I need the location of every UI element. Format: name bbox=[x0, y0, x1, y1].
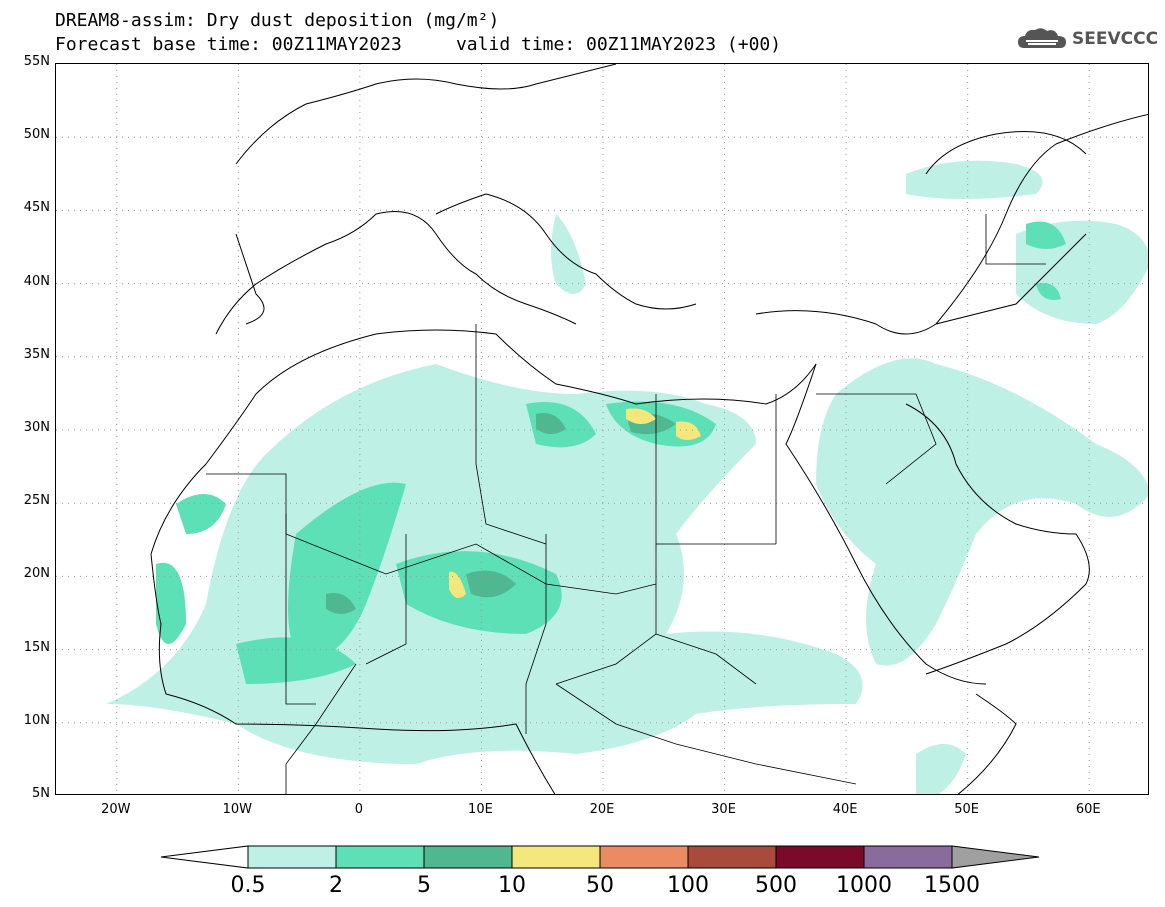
lon-tick-label: 10E bbox=[468, 802, 493, 817]
lon-tick-label: 40E bbox=[832, 802, 858, 817]
seevccc-logo: SEEVCCC bbox=[1016, 26, 1158, 52]
lon-tick-label: 60E bbox=[1075, 802, 1101, 817]
map-frame bbox=[55, 63, 1149, 795]
coastlines bbox=[150, 64, 1148, 794]
dust-area-max bbox=[676, 421, 701, 440]
dust-area-dark bbox=[466, 570, 516, 598]
dust-area-medium bbox=[156, 562, 186, 644]
legend-color-box bbox=[423, 845, 513, 869]
dust-area-dark bbox=[536, 413, 566, 434]
lat-tick-label: 5N bbox=[32, 786, 50, 801]
dust-area-max bbox=[449, 571, 466, 598]
chart-title: DREAM8-assim: Dry dust deposition (mg/m²… bbox=[55, 10, 500, 31]
lon-tick-label: 30E bbox=[711, 802, 736, 817]
lat-tick-label: 15N bbox=[23, 639, 50, 655]
lon-tick-label: 50E bbox=[954, 802, 980, 817]
lat-tick-label: 50N bbox=[23, 127, 50, 143]
lat-tick-label: 45N bbox=[23, 200, 50, 216]
dust-shading bbox=[106, 160, 1148, 794]
dust-area-medium bbox=[1026, 221, 1066, 249]
legend-value-label: 50 bbox=[586, 873, 614, 898]
forecast-time-line: Forecast base time: 00Z11MAY2023 valid t… bbox=[55, 34, 782, 55]
cloud-icon bbox=[1018, 28, 1066, 48]
legend-value-label: 100 bbox=[667, 873, 709, 898]
legend-color-box bbox=[247, 845, 337, 869]
lat-tick-label: 30N bbox=[23, 420, 50, 435]
legend-low-arrow bbox=[160, 845, 249, 869]
legend-color-box bbox=[775, 845, 865, 869]
dust-area-medium bbox=[176, 494, 226, 534]
lat-tick-label: 55N bbox=[23, 54, 50, 69]
legend-color-box bbox=[511, 845, 601, 869]
legend-color-box bbox=[687, 845, 777, 869]
legend-value-label: 0.5 bbox=[230, 873, 266, 898]
legend-color-box bbox=[599, 845, 689, 869]
dust-area-medium bbox=[288, 482, 406, 664]
legend-value-label: 500 bbox=[755, 873, 797, 898]
country-borders bbox=[206, 214, 1046, 794]
lon-tick-label: 20W bbox=[101, 802, 131, 817]
legend-high-arrow bbox=[951, 845, 1040, 869]
dust-area-light bbox=[551, 214, 586, 294]
dust-area-medium bbox=[236, 637, 356, 684]
legend-value-label: 1500 bbox=[924, 873, 980, 898]
legend-value-label: 5 bbox=[417, 873, 431, 898]
dust-area-medium bbox=[1036, 283, 1061, 300]
legend-color-box bbox=[335, 845, 425, 869]
lon-tick-label: 10W bbox=[222, 802, 253, 817]
lat-tick-label: 10N bbox=[23, 712, 50, 728]
dust-area-light bbox=[916, 744, 966, 794]
lat-tick-label: 40N bbox=[23, 273, 50, 289]
legend-value-label: 1000 bbox=[836, 873, 892, 898]
dust-map bbox=[56, 64, 1148, 794]
lat-tick-label: 35N bbox=[23, 346, 50, 362]
lon-tick-label: 0 bbox=[354, 802, 364, 817]
legend-value-label: 2 bbox=[329, 873, 343, 898]
dust-area-max bbox=[626, 408, 656, 424]
legend-color-box bbox=[863, 845, 953, 869]
gridlines bbox=[56, 64, 1148, 794]
lon-tick-label: 20E bbox=[589, 802, 615, 817]
dust-area-light bbox=[906, 160, 1043, 199]
legend-value-label: 10 bbox=[498, 873, 526, 898]
dust-area-light bbox=[816, 358, 1148, 666]
lat-tick-label: 25N bbox=[23, 493, 50, 509]
lat-tick-label: 20N bbox=[23, 566, 50, 582]
logo-text: SEEVCCC bbox=[1072, 29, 1159, 49]
legend-colorbar bbox=[160, 845, 1040, 869]
dust-area-dark bbox=[326, 593, 356, 614]
